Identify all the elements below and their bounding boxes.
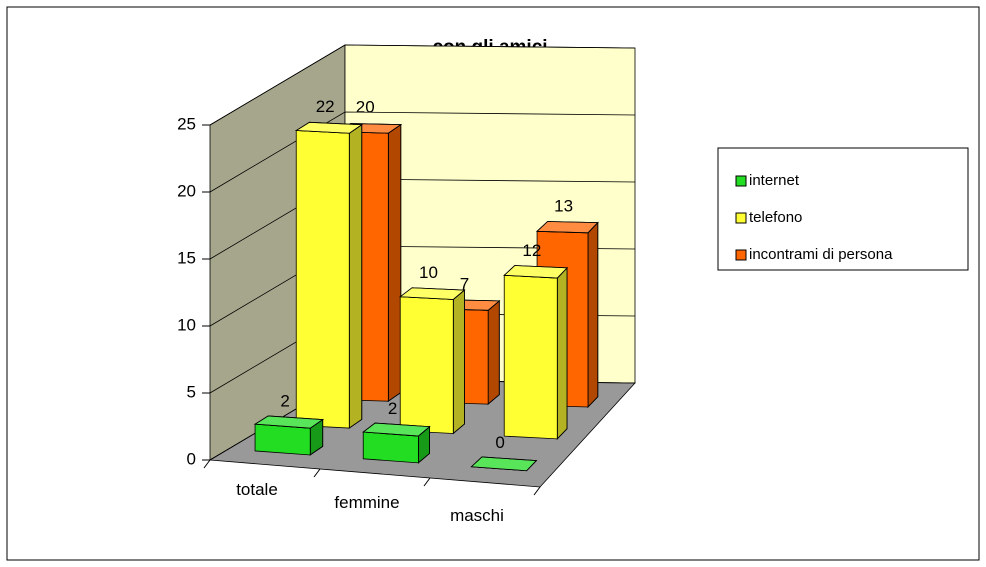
bar xyxy=(362,422,431,464)
y-tick-label: 15 xyxy=(177,248,196,267)
y-tick-label: 5 xyxy=(187,382,196,401)
y-tick-label: 20 xyxy=(177,181,196,200)
bar-top-shade xyxy=(470,456,538,472)
value-label: 0 xyxy=(495,433,504,452)
value-label: 2 xyxy=(388,399,397,418)
legend-label: telefono xyxy=(749,209,802,226)
bar xyxy=(253,415,324,456)
value-label: 12 xyxy=(522,241,541,260)
bar-top-shade xyxy=(536,221,599,234)
legend-swatch xyxy=(735,212,747,224)
x-tick xyxy=(533,486,541,496)
value-label: 2 xyxy=(280,391,289,410)
bar-side-shade xyxy=(587,221,599,408)
value-label: 13 xyxy=(554,197,573,216)
bar-side-shade xyxy=(348,123,363,429)
bar xyxy=(503,265,568,440)
value-label: 22 xyxy=(316,97,335,116)
bar-front xyxy=(503,274,558,440)
legend-label: incontrami di persona xyxy=(749,246,893,263)
bar-top-shade xyxy=(503,265,568,279)
bar-side-shade xyxy=(387,123,402,402)
grid-line xyxy=(209,44,636,126)
y-tick-label: 0 xyxy=(187,449,196,468)
bar-top-shade xyxy=(253,415,324,429)
legend-label: internet xyxy=(749,172,800,189)
bar-front xyxy=(254,423,311,456)
bar-top-shade xyxy=(294,121,363,134)
bar xyxy=(470,456,538,472)
x-tick-label: femmine xyxy=(334,493,399,512)
x-tick-label: maschi xyxy=(450,506,504,525)
legend-swatch xyxy=(735,249,747,261)
legend-box xyxy=(717,147,969,271)
legend-swatch xyxy=(735,175,747,187)
value-label: 10 xyxy=(419,263,438,282)
x-tick xyxy=(423,477,431,487)
plot-area: 0510152025totalefemminemaschi20713221012… xyxy=(177,44,636,525)
y-tick-label: 25 xyxy=(177,114,196,133)
bar xyxy=(294,121,363,429)
bar-front xyxy=(295,130,350,429)
bar-front xyxy=(362,431,419,464)
bar-top-shade xyxy=(399,287,466,300)
bar-side-shade xyxy=(487,300,500,405)
grid-line xyxy=(209,111,636,193)
bar-side-shade xyxy=(556,266,568,440)
bar-front xyxy=(399,296,454,434)
x-tick-label: totale xyxy=(236,480,278,499)
x-tick xyxy=(313,468,321,478)
value-label: 7 xyxy=(460,274,469,293)
bar xyxy=(399,287,466,435)
bar-side-shade xyxy=(452,289,465,435)
legend: internet telefono incontrami di persona xyxy=(735,172,893,263)
x-tick xyxy=(203,459,211,469)
y-tick-label: 10 xyxy=(177,315,196,334)
value-label: 20 xyxy=(356,98,375,117)
bar-top-shade xyxy=(362,422,431,437)
